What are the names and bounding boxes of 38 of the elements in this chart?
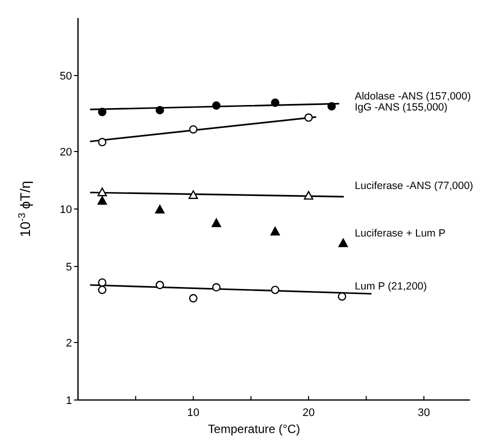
text: IgG -ANS (155,000) <box>354 102 448 114</box>
text: Luciferase -ANS (77,000) <box>354 180 474 192</box>
point <box>98 286 106 294</box>
point <box>270 226 280 236</box>
point <box>98 108 106 116</box>
point <box>189 294 198 302</box>
y-tick-label: 50 <box>60 70 72 82</box>
y-tick-label: 20 <box>60 146 72 159</box>
y-tick-label: 5 <box>66 261 72 274</box>
point <box>270 98 280 107</box>
point <box>327 102 336 110</box>
x-tick-label: 30 <box>418 407 430 419</box>
point <box>212 283 221 292</box>
y-tick-label: 10 <box>60 204 72 216</box>
point <box>212 101 221 110</box>
point <box>98 278 106 287</box>
x-axis-title: Temperature (°C) <box>208 422 300 436</box>
point <box>212 218 222 228</box>
point <box>338 238 348 248</box>
point <box>156 106 164 114</box>
y-tick-label: 1 <box>66 395 72 407</box>
point <box>188 190 198 199</box>
point <box>189 125 198 134</box>
y-tick-label: 2 <box>66 338 72 350</box>
point <box>156 280 164 290</box>
point <box>98 188 107 196</box>
series-label: Luciferase + Lum P <box>354 227 446 240</box>
point <box>270 286 280 294</box>
point <box>98 196 107 205</box>
x-tick-label: 10 <box>187 407 200 419</box>
series-label: Lum P (21,200) <box>354 280 427 293</box>
point <box>338 292 346 301</box>
point <box>155 204 165 214</box>
series-label: Aldolase -ANS (157,000) <box>354 90 471 102</box>
point <box>304 190 314 200</box>
x-tick-label: 20 <box>302 407 315 419</box>
point <box>98 138 106 146</box>
point <box>304 113 313 122</box>
